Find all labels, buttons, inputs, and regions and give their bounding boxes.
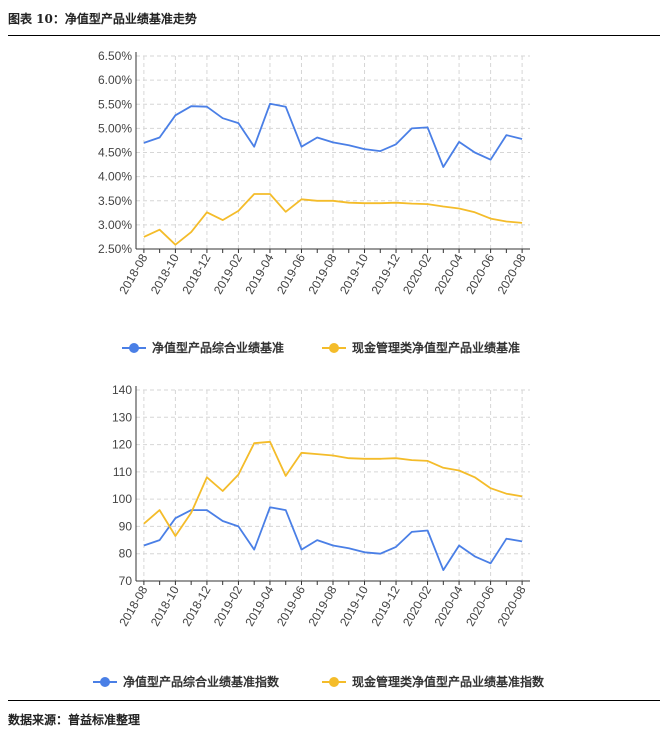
x-tick-label: 2020-08 [495, 251, 529, 296]
series-line-1 [143, 102, 523, 168]
legend-label: 净值型产品综合业绩基准 [152, 340, 284, 355]
x-tick-label: 2019-02 [211, 251, 245, 296]
legend-item-1[interactable]: 净值型产品综合业绩基准指数 [93, 674, 280, 689]
x-tick-label: 2020-06 [463, 583, 497, 628]
y-tick-label: 4.00% [98, 170, 132, 184]
top-rule [8, 35, 660, 36]
x-tick-label: 2019-04 [242, 583, 276, 628]
x-tick-label: 2019-12 [368, 251, 402, 296]
benchmark-index-chart: 70 80 90 100 110 120 130 140 2018-082018-102018-… [93, 383, 545, 689]
x-tick-label: 2019-06 [274, 583, 308, 628]
legend-label: 净值型产品综合业绩基准指数 [123, 674, 280, 689]
legend-marker-icon [329, 677, 339, 687]
y-tick-label: 80 [119, 547, 133, 561]
x-tick-label: 2019-10 [337, 251, 371, 296]
x-tick-label: 2019-08 [305, 251, 339, 296]
y-tick-label: 6.00% [98, 73, 132, 87]
legend-marker-icon [329, 343, 339, 353]
data-source-note: 数据来源：普益标准整理 [8, 713, 141, 727]
y-tick-label: 6.50% [98, 49, 132, 63]
x-tick-label: 2019-12 [368, 583, 402, 628]
x-tick-label: 2020-02 [400, 251, 434, 296]
y-tick-label: 120 [112, 438, 132, 452]
bottom-rule [8, 700, 660, 701]
y-tick-label: 140 [112, 383, 132, 397]
y-tick-label: 3.50% [98, 194, 132, 208]
x-tick-label: 2019-04 [242, 251, 276, 296]
y-tick-label: 2.50% [98, 242, 132, 256]
x-tick-label: 2018-08 [116, 251, 150, 296]
x-tick-label: 2018-08 [116, 583, 150, 628]
legend-item-2[interactable]: 现金管理类净值型产品业绩基准 [322, 340, 520, 355]
x-tick-label: 2018-10 [148, 583, 182, 628]
y-tick-label: 5.00% [98, 121, 132, 135]
series-line-2 [143, 440, 523, 537]
y-tick-label: 100 [112, 492, 132, 506]
x-tick-label: 2018-10 [148, 251, 182, 296]
y-tick-label: 110 [113, 465, 132, 479]
y-tick-label: 130 [112, 410, 132, 424]
x-tick-label: 2020-04 [432, 583, 466, 628]
legend-label: 现金管理类净值型产品业绩基准指数 [352, 674, 545, 689]
x-tick-label: 2019-02 [211, 583, 245, 628]
legend-item-2[interactable]: 现金管理类净值型产品业绩基准指数 [322, 674, 545, 689]
series-line-1 [143, 506, 523, 572]
x-tick-label: 2018-12 [179, 251, 213, 296]
x-tick-label: 2020-02 [400, 583, 434, 628]
legend-item-1[interactable]: 净值型产品综合业绩基准 [122, 340, 284, 355]
y-tick-label: 4.50% [98, 146, 132, 160]
y-tick-label: 5.50% [98, 97, 132, 111]
legend-label: 现金管理类净值型产品业绩基准 [352, 340, 520, 355]
y-tick-label: 70 [119, 574, 133, 588]
x-tick-label: 2020-08 [495, 583, 529, 628]
legend-marker-icon [100, 677, 110, 687]
x-tick-label: 2018-12 [179, 583, 213, 628]
x-tick-label: 2019-06 [274, 251, 308, 296]
benchmark-rate-chart: 2.50% 3.00% 3.50% 4.00% 4.50% 5.00% 5.50% 6.00%… [98, 49, 530, 355]
figure-title: 图表 10：净值型产品业绩基准走势 [8, 12, 197, 26]
x-tick-label: 2020-06 [463, 251, 497, 296]
x-tick-label: 2019-08 [305, 583, 339, 628]
legend-marker-icon [129, 343, 139, 353]
series-line-2 [143, 193, 523, 246]
y-tick-label: 3.00% [98, 218, 132, 232]
y-tick-label: 90 [119, 519, 133, 533]
x-tick-label: 2019-10 [337, 583, 371, 628]
x-tick-label: 2020-04 [432, 251, 466, 296]
